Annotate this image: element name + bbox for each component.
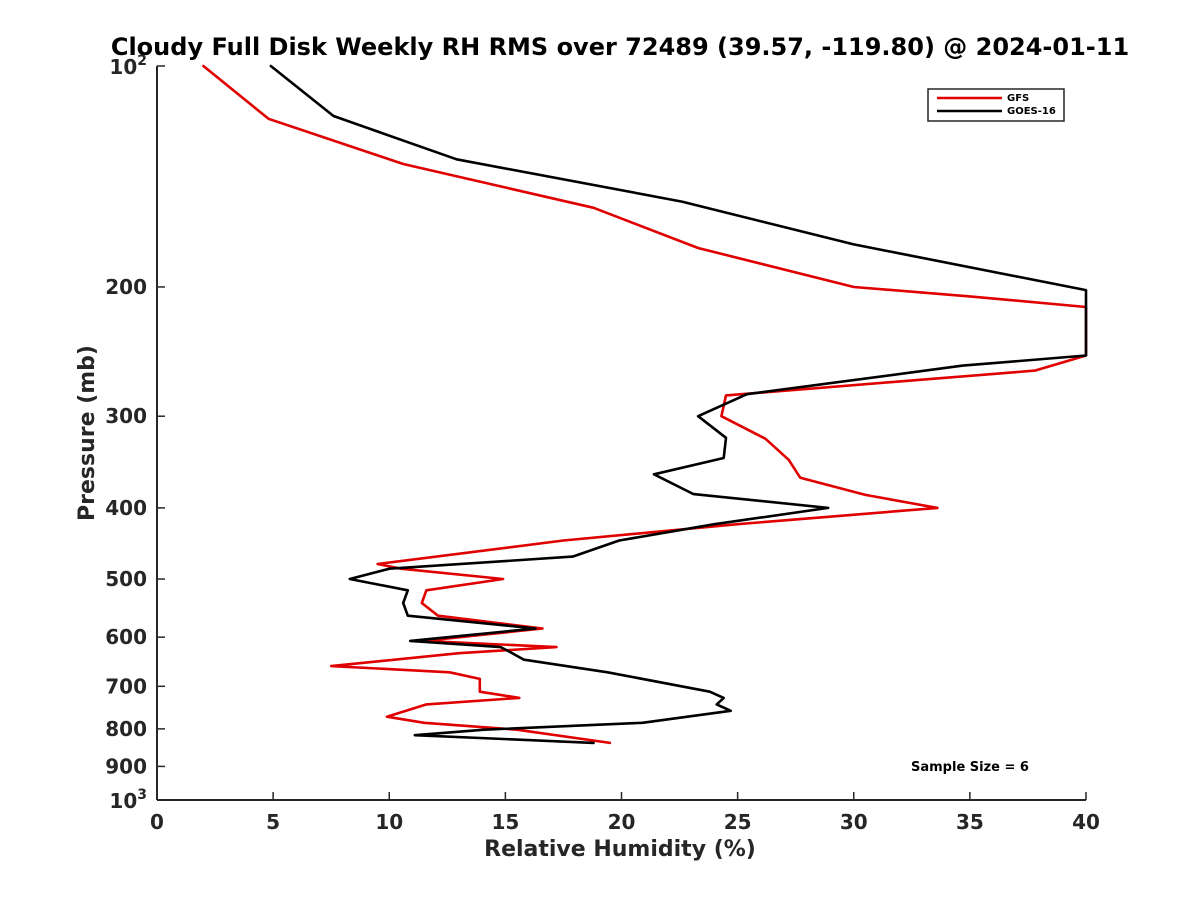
x-tick-label: 5 [266, 810, 280, 834]
y-tick-label: 200 [105, 275, 147, 299]
legend: GFS GOES-16 [927, 88, 1065, 122]
x-tick-label: 0 [150, 810, 164, 834]
y-tick-label-power: 102 [109, 53, 147, 79]
legend-label-goes16: GOES-16 [1007, 106, 1056, 117]
x-tick-label: 10 [375, 810, 403, 834]
x-tick-label: 40 [1072, 810, 1100, 834]
y-axis-label: Pressure (mb) [75, 345, 100, 521]
sample-size-annotation: Sample Size = 6 [911, 760, 1029, 775]
y-tick-label: 300 [105, 404, 147, 428]
legend-label-gfs: GFS [1007, 93, 1029, 104]
plot-area: 0 5 10 15 20 25 30 35 40 200 300 400 500 600 700 800 90… [105, 53, 1100, 834]
x-tick-label: 30 [840, 810, 868, 834]
y-tick-label: 700 [105, 674, 147, 698]
series-line-gfs [202, 64, 1088, 745]
y-tick-label-power: 103 [109, 787, 147, 813]
x-axis-label: Relative Humidity (%) [484, 837, 756, 862]
y-tick-label: 600 [105, 625, 147, 649]
y-tick-label: 800 [105, 717, 147, 741]
x-tick-label: 15 [491, 810, 519, 834]
x-ticks: 0 5 10 15 20 25 30 35 40 [150, 792, 1100, 834]
series-line-goes16 [269, 64, 1088, 745]
series-group [202, 64, 1088, 745]
y-tick-label: 400 [105, 496, 147, 520]
chart-title: Cloudy Full Disk Weekly RH RMS over 7248… [111, 33, 1129, 61]
legend-box [927, 88, 1065, 122]
y-tick-label: 900 [105, 754, 147, 778]
x-tick-label: 25 [724, 810, 752, 834]
x-tick-label: 20 [608, 810, 636, 834]
y-tick-label: 500 [105, 567, 147, 591]
y-ticks: 200 300 400 500 600 700 800 900 102 103 [105, 53, 165, 813]
x-tick-label: 35 [956, 810, 984, 834]
